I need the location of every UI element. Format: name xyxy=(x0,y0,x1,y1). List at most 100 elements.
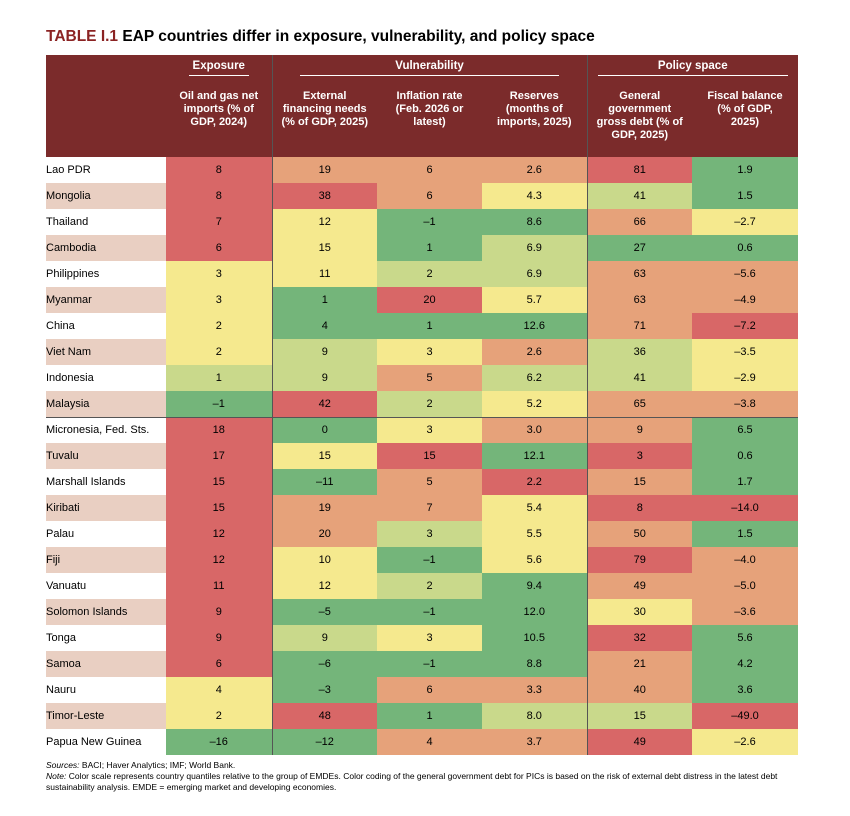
cell-inflation: 1 xyxy=(377,313,482,339)
cell-external-financing: 15 xyxy=(271,235,377,261)
cell-oil-gas: 6 xyxy=(166,235,272,261)
note-text: Color scale represents country quantiles… xyxy=(46,771,778,792)
cell-external-financing: 1 xyxy=(271,287,377,313)
country-name: Malaysia xyxy=(46,391,166,418)
cell-oil-gas: 6 xyxy=(166,651,272,677)
cell-oil-gas: 4 xyxy=(166,677,272,703)
cell-gov-debt: 49 xyxy=(586,573,692,599)
note-label: Note: xyxy=(46,771,67,781)
cell-inflation: 2 xyxy=(377,391,482,418)
cell-fiscal-balance: 0.6 xyxy=(692,235,798,261)
cell-external-financing: 9 xyxy=(271,625,377,651)
table-number: TABLE I.1 xyxy=(46,28,119,45)
cell-reserves: 8.6 xyxy=(482,209,587,235)
table-row: Fiji 12 10 –1 5.6 79 –4.0 xyxy=(46,547,798,573)
cell-reserves: 8.8 xyxy=(482,651,587,677)
cell-gov-debt: 15 xyxy=(586,469,692,495)
cell-reserves: 5.7 xyxy=(482,287,587,313)
cell-fiscal-balance: 1.5 xyxy=(692,183,798,209)
cell-fiscal-balance: 5.6 xyxy=(692,625,798,651)
col-header-oil-gas: Oil and gas net imports (% of GDP, 2024) xyxy=(166,80,272,157)
cell-oil-gas: 18 xyxy=(166,417,272,443)
cell-external-financing: –6 xyxy=(271,651,377,677)
cell-external-financing: 4 xyxy=(271,313,377,339)
cell-gov-debt: 71 xyxy=(586,313,692,339)
cell-external-financing: 12 xyxy=(271,573,377,599)
cell-gov-debt: 8 xyxy=(586,495,692,521)
group-exposure-label: Exposure xyxy=(188,60,249,76)
table-row: Marshall Islands 15 –11 5 2.2 15 1.7 xyxy=(46,469,798,495)
cell-external-financing: –12 xyxy=(271,729,377,755)
cell-fiscal-balance: 1.5 xyxy=(692,521,798,547)
cell-fiscal-balance: 0.6 xyxy=(692,443,798,469)
cell-reserves: 5.5 xyxy=(482,521,587,547)
cell-reserves: 8.0 xyxy=(482,703,587,729)
col-header-external-financing: External financing needs (% of GDP, 2025… xyxy=(271,80,377,157)
group-policy-space: Policy space xyxy=(586,55,798,80)
cell-reserves: 12.0 xyxy=(482,599,587,625)
cell-gov-debt: 63 xyxy=(586,287,692,313)
cell-gov-debt: 3 xyxy=(586,443,692,469)
cell-external-financing: 11 xyxy=(271,261,377,287)
cell-fiscal-balance: –3.8 xyxy=(692,391,798,418)
cell-fiscal-balance: 1.7 xyxy=(692,469,798,495)
cell-fiscal-balance: –2.6 xyxy=(692,729,798,755)
cell-oil-gas: 2 xyxy=(166,703,272,729)
country-name: Marshall Islands xyxy=(46,469,166,495)
cell-external-financing: 15 xyxy=(271,443,377,469)
country-name: Micronesia, Fed. Sts. xyxy=(46,417,166,443)
group-vulnerability: Vulnerability xyxy=(271,55,587,80)
cell-fiscal-balance: –49.0 xyxy=(692,703,798,729)
cell-inflation: 3 xyxy=(377,339,482,365)
table-row: Timor-Leste 2 48 1 8.0 15 –49.0 xyxy=(46,703,798,729)
country-name: Fiji xyxy=(46,547,166,573)
country-name: Thailand xyxy=(46,209,166,235)
cell-inflation: –1 xyxy=(377,599,482,625)
header-corner-2 xyxy=(46,80,166,157)
cell-fiscal-balance: –5.6 xyxy=(692,261,798,287)
column-header-row: Oil and gas net imports (% of GDP, 2024)… xyxy=(46,80,798,157)
sources-text: BACI; Haver Analytics; IMF; World Bank. xyxy=(81,760,236,770)
cell-inflation: 6 xyxy=(377,183,482,209)
cell-external-financing: 48 xyxy=(271,703,377,729)
col-header-gov-debt: General government gross debt (% of GDP,… xyxy=(586,80,692,157)
cell-external-financing: 19 xyxy=(271,495,377,521)
cell-gov-debt: 41 xyxy=(586,183,692,209)
cell-fiscal-balance: –2.7 xyxy=(692,209,798,235)
cell-reserves: 5.4 xyxy=(482,495,587,521)
data-table: Exposure Vulnerability Policy space Oil … xyxy=(46,55,798,755)
cell-inflation: 2 xyxy=(377,573,482,599)
cell-inflation: –1 xyxy=(377,547,482,573)
cell-reserves: 3.0 xyxy=(482,417,587,443)
table-row: Kiribati 15 19 7 5.4 8 –14.0 xyxy=(46,495,798,521)
cell-oil-gas: 2 xyxy=(166,339,272,365)
cell-reserves: 5.6 xyxy=(482,547,587,573)
cell-oil-gas: 9 xyxy=(166,599,272,625)
cell-external-financing: 38 xyxy=(271,183,377,209)
cell-oil-gas: 3 xyxy=(166,287,272,313)
table-row: Vanuatu 11 12 2 9.4 49 –5.0 xyxy=(46,573,798,599)
cell-inflation: 5 xyxy=(377,469,482,495)
cell-oil-gas: 15 xyxy=(166,495,272,521)
table-row: China 2 4 1 12.6 71 –7.2 xyxy=(46,313,798,339)
cell-external-financing: 42 xyxy=(271,391,377,418)
country-name: Philippines xyxy=(46,261,166,287)
cell-fiscal-balance: –3.6 xyxy=(692,599,798,625)
cell-gov-debt: 9 xyxy=(586,417,692,443)
cell-oil-gas: 15 xyxy=(166,469,272,495)
country-name: Tuvalu xyxy=(46,443,166,469)
cell-oil-gas: 9 xyxy=(166,625,272,651)
cell-gov-debt: 50 xyxy=(586,521,692,547)
cell-oil-gas: 1 xyxy=(166,365,272,391)
cell-inflation: –1 xyxy=(377,651,482,677)
cell-reserves: 12.1 xyxy=(482,443,587,469)
cell-reserves: 2.2 xyxy=(482,469,587,495)
group-vulnerability-label: Vulnerability xyxy=(300,60,559,76)
table-row: Micronesia, Fed. Sts. 18 0 3 3.0 9 6.5 xyxy=(46,417,798,443)
table-row: Nauru 4 –3 6 3.3 40 3.6 xyxy=(46,677,798,703)
cell-fiscal-balance: 6.5 xyxy=(692,417,798,443)
cell-oil-gas: 17 xyxy=(166,443,272,469)
cell-gov-debt: 15 xyxy=(586,703,692,729)
cell-reserves: 12.6 xyxy=(482,313,587,339)
note-line: Note: Color scale represents country qua… xyxy=(46,771,806,793)
